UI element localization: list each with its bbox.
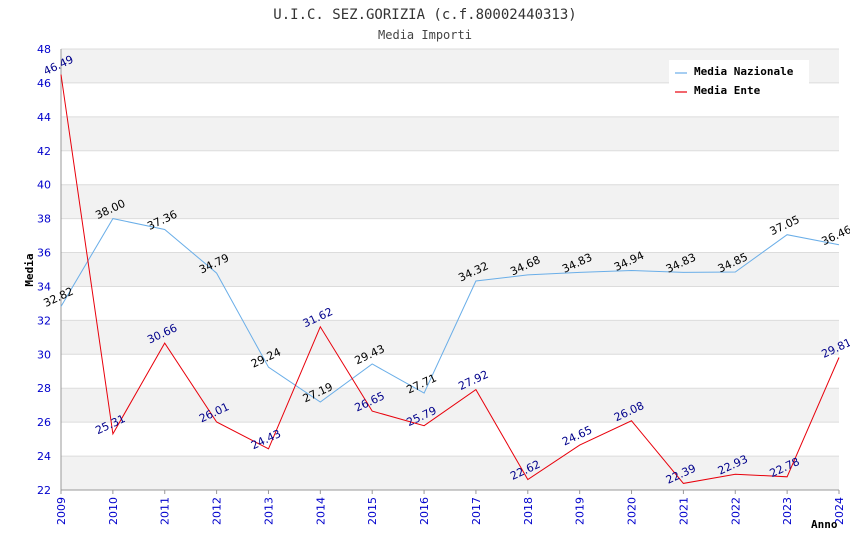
chart-subtitle: Media Importi — [378, 28, 472, 42]
x-tick-label: 2020 — [626, 497, 639, 525]
y-tick-label: 48 — [37, 43, 51, 56]
x-tick-label: 2024 — [833, 497, 846, 525]
axes — [60, 49, 840, 494]
y-tick-label: 34 — [37, 280, 51, 293]
chart-title: U.I.C. SEZ.GORIZIA (c.f.80002440313) — [273, 7, 576, 23]
y-tick-label: 46 — [37, 77, 51, 90]
y-tick-label: 24 — [37, 450, 51, 463]
series-line-media-nazionale — [60, 218, 840, 403]
grid-bands — [61, 49, 839, 490]
grid-band — [61, 252, 839, 287]
x-tick-label: 2018 — [522, 497, 535, 525]
legend-label-media-ente: Media Ente — [694, 84, 761, 97]
x-tick-label: 2017 — [470, 497, 483, 525]
grid-band — [61, 456, 839, 490]
y-tick-labels: 22 24 26 28 30 32 34 36 38 40 42 44 46 48 — [37, 43, 51, 497]
data-label: 24.65 — [560, 423, 594, 448]
y-tick-label: 22 — [37, 484, 51, 497]
y-tick-label: 32 — [37, 314, 51, 327]
series-line-media-ente — [60, 74, 840, 484]
x-tick-labels: 2009 2010 2011 2012 2013 2014 2015 2016 2017 2018… — [55, 497, 846, 525]
legend: Media Nazionale Media Ente — [669, 60, 809, 102]
y-tick-label: 40 — [37, 179, 51, 192]
grid-band — [61, 116, 839, 151]
x-tick-label: 2011 — [159, 497, 172, 525]
y-tick-label: 42 — [37, 145, 51, 158]
y-tick-label: 30 — [37, 348, 51, 361]
y-tick-label: 38 — [37, 213, 51, 226]
legend-label-media-nazionale: Media Nazionale — [694, 65, 794, 78]
x-tick-label: 2012 — [211, 497, 224, 525]
x-tick-label: 2016 — [418, 497, 431, 525]
series-lines — [60, 74, 840, 484]
x-tick-label: 2010 — [107, 497, 120, 525]
x-tick-label: 2023 — [781, 497, 794, 525]
y-tick-label: 44 — [37, 111, 51, 124]
grid-band — [61, 388, 839, 423]
x-tick-label: 2013 — [262, 497, 275, 525]
x-tick-label: 2014 — [314, 497, 327, 525]
y-tick-label: 28 — [37, 382, 51, 395]
x-tick-label: 2021 — [677, 497, 690, 525]
y-tick-label: 26 — [37, 416, 51, 429]
x-tick-label: 2015 — [366, 497, 379, 525]
grid-band — [61, 184, 839, 219]
x-tick-label: 2019 — [574, 497, 587, 525]
data-label: 24.43 — [249, 427, 283, 452]
x-tick-label: 2022 — [729, 497, 742, 525]
y-axis-label: Media — [23, 253, 36, 286]
legend-box — [669, 60, 809, 102]
y-tick-label: 36 — [37, 247, 51, 260]
x-tick-label: 2009 — [55, 497, 68, 525]
x-axis-label: Anno — [811, 518, 838, 531]
